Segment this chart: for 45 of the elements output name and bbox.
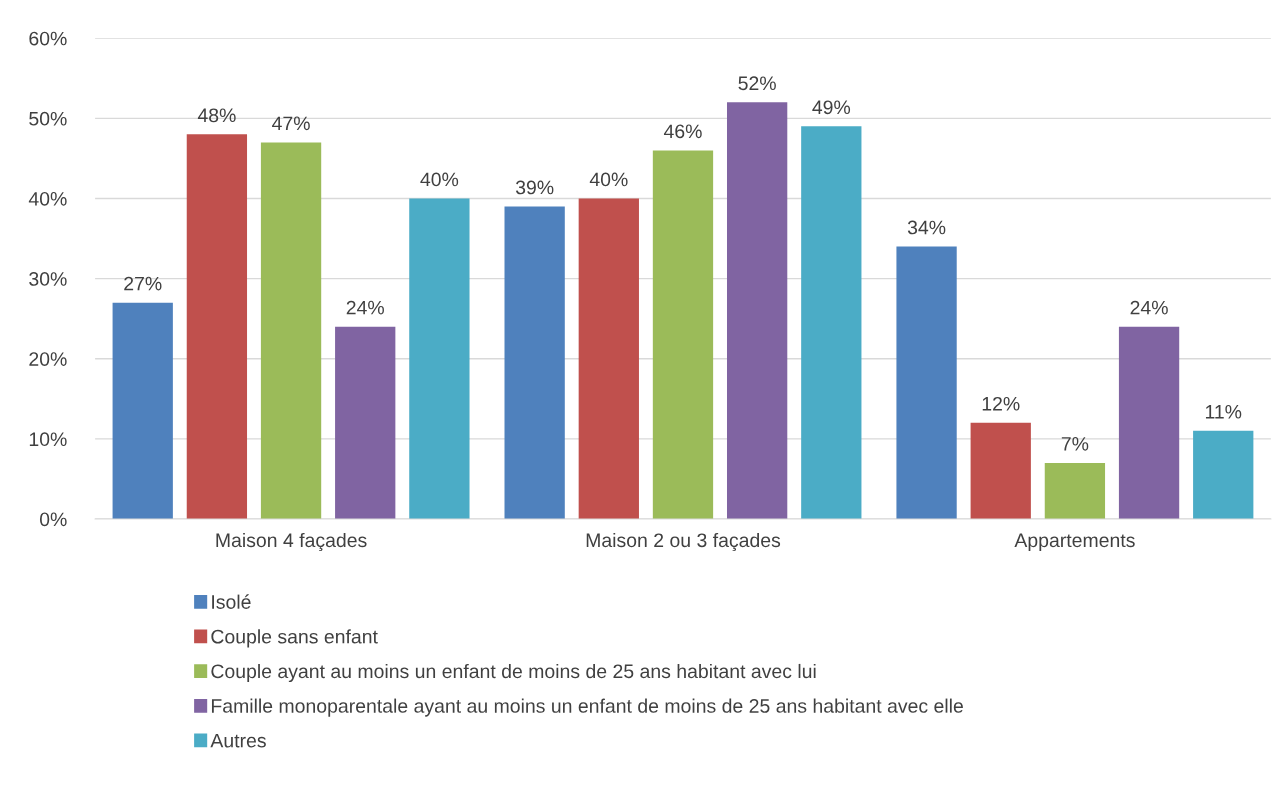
y-tick-label: 30%	[29, 272, 67, 286]
bar	[578, 198, 639, 519]
data-label: 40%	[420, 172, 459, 187]
bar	[409, 198, 470, 519]
bar	[335, 326, 396, 519]
legend-label: Couple ayant au moins un enfant de moins de 25 ans habitant avec lui	[211, 663, 816, 683]
bar	[186, 134, 248, 519]
legend-label: Autres	[210, 733, 266, 748]
x-tick-label: Appartements	[1014, 533, 1135, 552]
bar	[1044, 462, 1106, 519]
bar	[896, 246, 957, 519]
legend-label: Isolé	[212, 594, 251, 609]
y-tick-label: 0%	[39, 512, 67, 527]
y-tick-label: 50%	[29, 111, 67, 126]
data-label: 7%	[1061, 437, 1089, 451]
bar	[970, 422, 1031, 519]
data-label: 52%	[738, 76, 776, 91]
bar	[652, 150, 714, 519]
data-label: 48%	[197, 108, 236, 123]
data-label: 24%	[346, 300, 384, 315]
bar	[260, 142, 322, 519]
y-tick-label: 10%	[29, 432, 67, 447]
data-label: 39%	[515, 180, 554, 195]
x-tick-label: Maison 4 façades	[216, 532, 367, 552]
legend-label: Famille monoparentale ayant au moins un enfant de moins de 25 ans habitant avec elle	[211, 698, 963, 717]
data-label: 34%	[907, 220, 946, 235]
data-label: 24%	[1130, 300, 1168, 315]
data-label: 40%	[589, 172, 628, 187]
bar	[504, 206, 565, 519]
y-tick-label: 40%	[28, 191, 67, 206]
bar	[1193, 430, 1254, 519]
bar	[726, 102, 788, 519]
legend-label: Couple sans enfant	[211, 629, 378, 648]
bar	[801, 126, 862, 519]
data-label: 11%	[1205, 404, 1242, 419]
data-label: 12%	[982, 396, 1020, 411]
x-tick-label: Maison 2 ou 3 façades	[586, 532, 781, 552]
data-label: 27%	[124, 276, 162, 291]
data-label: 46%	[663, 124, 702, 139]
bar	[112, 302, 173, 519]
y-tick-label: 20%	[29, 352, 67, 366]
bar	[1118, 326, 1180, 519]
data-label: 47%	[272, 116, 310, 131]
data-label: 49%	[812, 100, 851, 115]
y-tick-label: 60%	[29, 31, 67, 46]
